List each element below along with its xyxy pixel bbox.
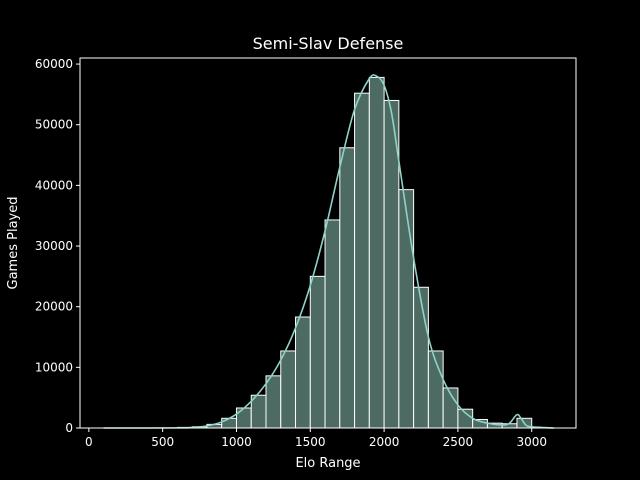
x-tick-label: 2500 — [443, 435, 474, 449]
histogram-bar — [324, 219, 341, 429]
x-axis-ticks: 0 500 1000 1500 2000 2500 3000 — [85, 428, 547, 449]
histogram-bar — [265, 375, 282, 429]
y-tick-label: 50000 — [35, 118, 73, 132]
y-tick-label: 60000 — [35, 57, 73, 71]
y-axis-ticks: 0 10000 20000 30000 40000 50000 60000 — [35, 57, 80, 435]
histogram-bars — [176, 76, 533, 429]
y-tick-label: 40000 — [35, 178, 73, 192]
x-tick-label: 0 — [85, 435, 93, 449]
kde-curve — [103, 74, 554, 429]
y-axis-label: Games Played — [6, 197, 21, 290]
x-tick-label: 1500 — [295, 435, 326, 449]
histogram-bar — [295, 316, 311, 429]
histogram-bar — [339, 147, 356, 429]
x-tick-label: 3000 — [516, 435, 547, 449]
x-tick-label: 1000 — [221, 435, 252, 449]
histogram-bar — [309, 275, 326, 429]
y-tick-label: 10000 — [35, 360, 73, 374]
histogram-bar — [280, 350, 297, 429]
y-tick-label: 30000 — [35, 239, 73, 253]
x-tick-label: 500 — [151, 435, 174, 449]
histogram-bar — [221, 417, 237, 429]
y-tick-label: 20000 — [35, 300, 73, 314]
histogram-bar — [368, 76, 385, 429]
histogram-bar — [235, 407, 252, 429]
y-tick-label: 0 — [65, 421, 73, 435]
histogram-bar — [413, 286, 429, 429]
histogram-bar — [398, 189, 415, 429]
plot-area-frame — [79, 57, 577, 429]
x-axis-label: Elo Range — [295, 456, 360, 471]
histogram-bar — [354, 92, 370, 429]
chart-title: Semi-Slav Defense — [253, 34, 404, 53]
x-tick-label: 2000 — [369, 435, 400, 449]
